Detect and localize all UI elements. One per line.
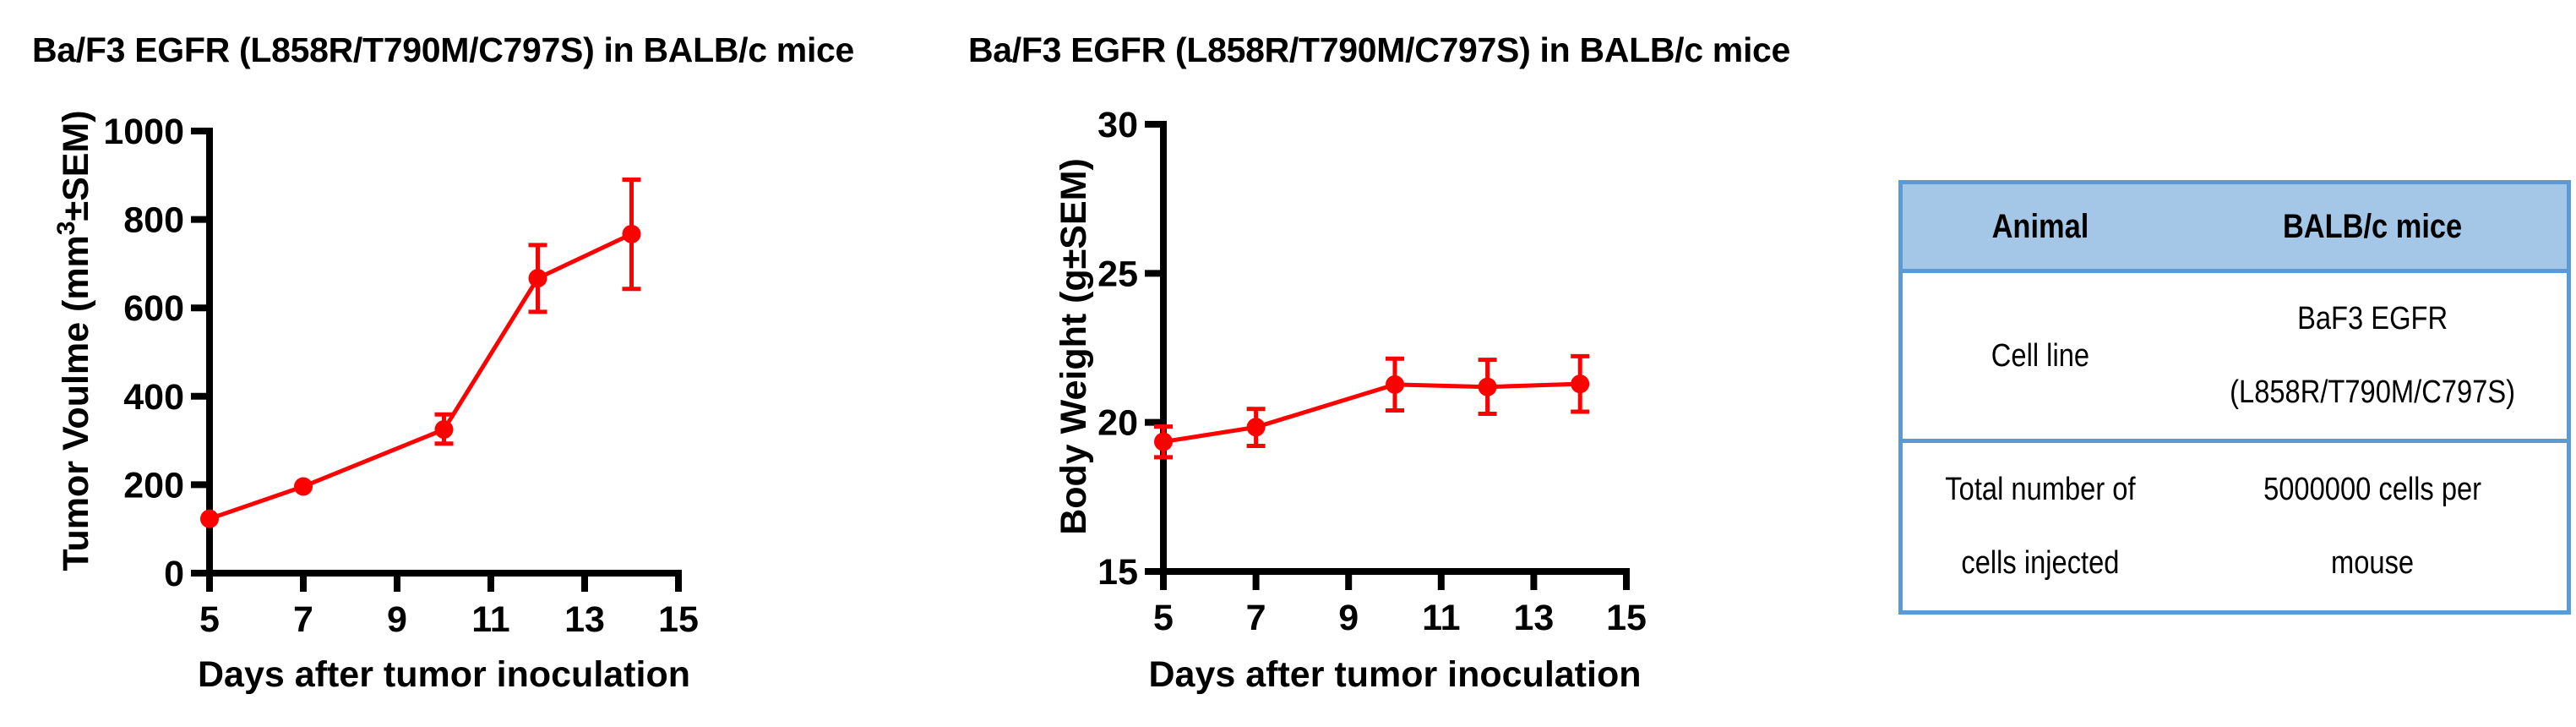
series-line bbox=[209, 232, 633, 522]
data-point-marker bbox=[1154, 432, 1173, 451]
row-value: BaF3 EGFR (L858R/T790M/C797S) bbox=[2205, 282, 2540, 429]
data-point-marker bbox=[200, 509, 219, 528]
x-tick-label: 7 bbox=[293, 599, 313, 640]
data-point-marker bbox=[622, 224, 641, 243]
y-axis-label: Body Weight (g±SEM) bbox=[1054, 158, 1094, 535]
x-axis-label: Days after tumor inoculation bbox=[198, 654, 690, 695]
y-tick-label: 20 bbox=[1097, 403, 1138, 444]
tumor-volume-chart: 0 200 400 600 800 1000 5 7 9 11 13 15 Days after tum… bbox=[52, 110, 699, 695]
data-point-marker bbox=[1386, 374, 1404, 394]
x-tick-label: 15 bbox=[1606, 598, 1647, 638]
row-value-text: mouse bbox=[2330, 545, 2414, 581]
x-tick-label: 7 bbox=[1246, 598, 1266, 638]
row-label-text: cells injected bbox=[1961, 545, 2120, 581]
data-point-marker bbox=[294, 477, 313, 496]
y-axis-label: Tumor Voulme (mm3±SEM) bbox=[52, 110, 96, 571]
row-label-text: Total number of bbox=[1945, 472, 2136, 507]
data-point-marker bbox=[528, 269, 547, 288]
x-tick-label: 13 bbox=[1513, 598, 1554, 638]
table-header-animal: Animal bbox=[1922, 190, 2159, 264]
table-header-row: Animal BALB/c mice bbox=[1903, 184, 2567, 273]
x-tick-label: 13 bbox=[564, 599, 605, 640]
x-tick-label: 11 bbox=[471, 599, 509, 640]
x-axis-label: Days after tumor inoculation bbox=[1149, 654, 1642, 695]
data-point-marker bbox=[1246, 418, 1266, 437]
y-tick-label: 600 bbox=[123, 288, 184, 329]
y-tick-label: 800 bbox=[123, 200, 184, 241]
x-tick-label: 15 bbox=[658, 599, 699, 640]
row-value-text: BaF3 EGFR bbox=[2296, 301, 2448, 336]
y-tick-label: 1000 bbox=[103, 112, 184, 152]
x-tick-label: 5 bbox=[199, 599, 220, 640]
row-label-text: Cell line bbox=[1991, 337, 2090, 374]
body-weight-chart-title: Ba/F3 EGFR (L858R/T790M/C797S) in BALB/c… bbox=[968, 30, 1791, 69]
tumor-volume-chart-title: Ba/F3 EGFR (L858R/T790M/C797S) in BALB/c… bbox=[32, 30, 855, 69]
data-point-marker bbox=[1571, 374, 1590, 394]
row-label: Cell line bbox=[1922, 320, 2159, 393]
row-value-text: 5000000 cells per bbox=[2263, 472, 2481, 507]
row-value-text: (L858R/T790M/C797S) bbox=[2230, 374, 2515, 410]
table-row-cell-line: Cell line BaF3 EGFR (L858R/T790M/C797S) bbox=[1903, 273, 2567, 443]
body-weight-chart: 15 20 25 30 5 7 9 11 13 15 Days after tumor inocul… bbox=[1054, 105, 1647, 695]
header-cell-text: BALB/c mice bbox=[2282, 207, 2463, 245]
data-point-marker bbox=[1478, 377, 1497, 396]
x-tick-label: 5 bbox=[1153, 598, 1174, 638]
x-tick-label: 9 bbox=[1338, 598, 1359, 638]
y-tick-label: 400 bbox=[123, 377, 184, 418]
x-tick-label: 9 bbox=[387, 599, 407, 640]
series-line bbox=[1163, 381, 1581, 445]
data-point-marker bbox=[434, 420, 454, 440]
x-tick-label: 11 bbox=[1422, 598, 1460, 638]
y-tick-label: 25 bbox=[1097, 254, 1138, 294]
header-cell-text: Animal bbox=[1991, 207, 2089, 245]
row-value: 5000000 cells per mouse bbox=[2205, 453, 2540, 600]
experiment-info-table: Animal BALB/c mice Cell line BaF3 EGFR (… bbox=[1898, 180, 2571, 615]
y-tick-label: 200 bbox=[123, 465, 184, 506]
row-label: Total number of cells injected bbox=[1922, 453, 2159, 600]
table-row-cells-injected: Total number of cells injected 5000000 c… bbox=[1903, 443, 2567, 610]
y-tick-label: 30 bbox=[1097, 105, 1138, 145]
y-tick-label: 15 bbox=[1097, 552, 1138, 593]
table-header-strain: BALB/c mice bbox=[2205, 190, 2540, 264]
y-tick-label: 0 bbox=[164, 554, 184, 594]
